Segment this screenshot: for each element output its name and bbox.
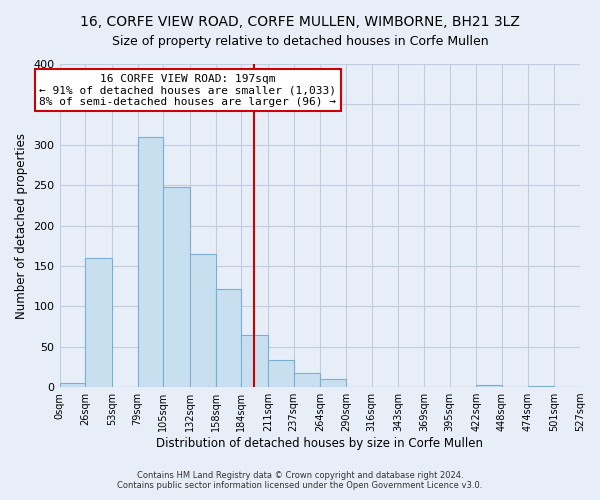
Bar bbox=[59, 383, 85, 387]
Bar bbox=[268, 360, 293, 387]
Bar bbox=[137, 136, 163, 387]
X-axis label: Distribution of detached houses by size in Corfe Mullen: Distribution of detached houses by size … bbox=[156, 437, 483, 450]
Bar bbox=[241, 334, 268, 387]
Y-axis label: Number of detached properties: Number of detached properties bbox=[15, 132, 28, 318]
Bar bbox=[215, 288, 241, 387]
Text: Contains HM Land Registry data © Crown copyright and database right 2024.
Contai: Contains HM Land Registry data © Crown c… bbox=[118, 470, 482, 490]
Text: 16 CORFE VIEW ROAD: 197sqm
← 91% of detached houses are smaller (1,033)
8% of se: 16 CORFE VIEW ROAD: 197sqm ← 91% of deta… bbox=[40, 74, 337, 107]
Text: 16, CORFE VIEW ROAD, CORFE MULLEN, WIMBORNE, BH21 3LZ: 16, CORFE VIEW ROAD, CORFE MULLEN, WIMBO… bbox=[80, 15, 520, 29]
Bar bbox=[320, 379, 346, 387]
Bar bbox=[190, 254, 215, 387]
Text: Size of property relative to detached houses in Corfe Mullen: Size of property relative to detached ho… bbox=[112, 35, 488, 48]
Bar bbox=[527, 386, 554, 387]
Bar bbox=[293, 372, 320, 387]
Bar bbox=[476, 386, 502, 387]
Bar bbox=[163, 187, 190, 387]
Bar bbox=[85, 258, 112, 387]
